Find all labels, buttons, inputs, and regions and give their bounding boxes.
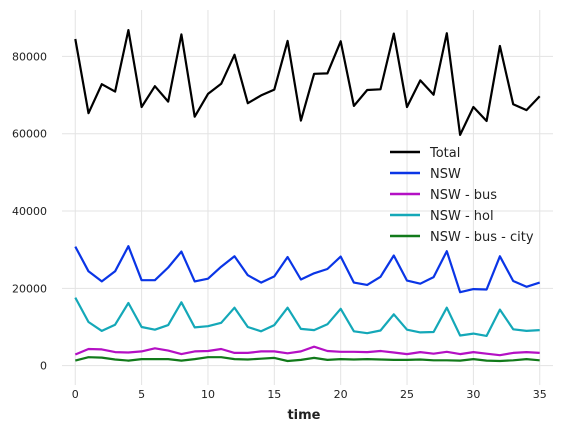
legend: Total NSW NSW - bus NSW - hol NSW - bus - ci…	[390, 146, 534, 245]
legend-label: NSW - bus	[430, 188, 497, 203]
series-line-total	[74, 29, 541, 136]
y-axis-ticks: 0 20000 40000 60000 80000	[12, 50, 47, 372]
x-tick-label: 35	[533, 388, 547, 401]
y-tick-label: 60000	[12, 128, 47, 141]
x-tick-label: 15	[267, 388, 281, 401]
legend-label: Total	[429, 146, 460, 161]
x-tick-label: 5	[138, 388, 145, 401]
x-tick-label: 20	[334, 388, 348, 401]
y-tick-label: 0	[40, 360, 47, 373]
x-axis-title: time	[287, 408, 320, 423]
series-line-nsw-hol	[74, 297, 540, 337]
legend-label: NSW	[430, 167, 461, 182]
series-lines	[74, 29, 541, 363]
y-tick-label: 80000	[12, 50, 47, 63]
x-tick-label: 25	[400, 388, 414, 401]
x-tick-label: 10	[201, 388, 215, 401]
y-tick-label: 40000	[12, 205, 47, 218]
y-tick-label: 20000	[12, 282, 47, 295]
series-line-nsw-bus	[74, 345, 540, 357]
legend-label: NSW - hol	[430, 209, 494, 224]
legend-label: NSW - bus - city	[430, 230, 534, 245]
series-line-nsw	[74, 245, 541, 294]
x-tick-label: 0	[72, 388, 79, 401]
x-tick-label: 30	[466, 388, 480, 401]
grid	[62, 10, 553, 385]
series-line-nsw-bus-city	[75, 356, 540, 363]
x-axis-ticks: 0 5 10 15 20 25 30 35	[72, 388, 547, 401]
